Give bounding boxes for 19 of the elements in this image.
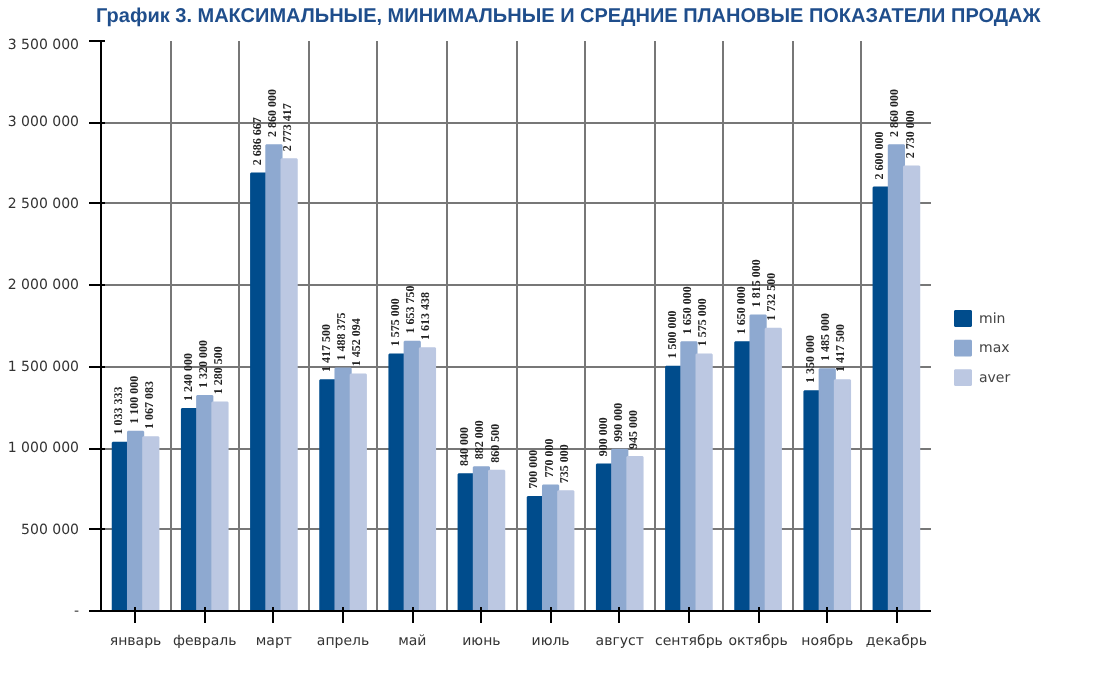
bar — [626, 456, 644, 611]
chart-title: График 3. МАКСИМАЛЬНЫЕ, МИНИМАЛЬНЫЕ И СРЕДНИЕ ПЛАНОВЫЕ ПОКАЗАТЕЛИ ПРОДАЖ — [96, 4, 1041, 32]
bar — [418, 347, 437, 611]
bar — [334, 367, 352, 611]
bar — [211, 401, 229, 611]
bar — [695, 353, 713, 611]
bar — [833, 379, 852, 611]
bar — [764, 327, 782, 611]
bar — [388, 353, 406, 611]
bar — [349, 373, 367, 611]
bar — [680, 341, 698, 611]
bar — [280, 158, 298, 611]
bar — [265, 144, 283, 611]
bar — [903, 165, 921, 611]
bar — [142, 436, 160, 611]
bar — [557, 490, 575, 611]
bar — [749, 314, 767, 611]
bar — [803, 390, 821, 611]
bar — [488, 469, 506, 611]
